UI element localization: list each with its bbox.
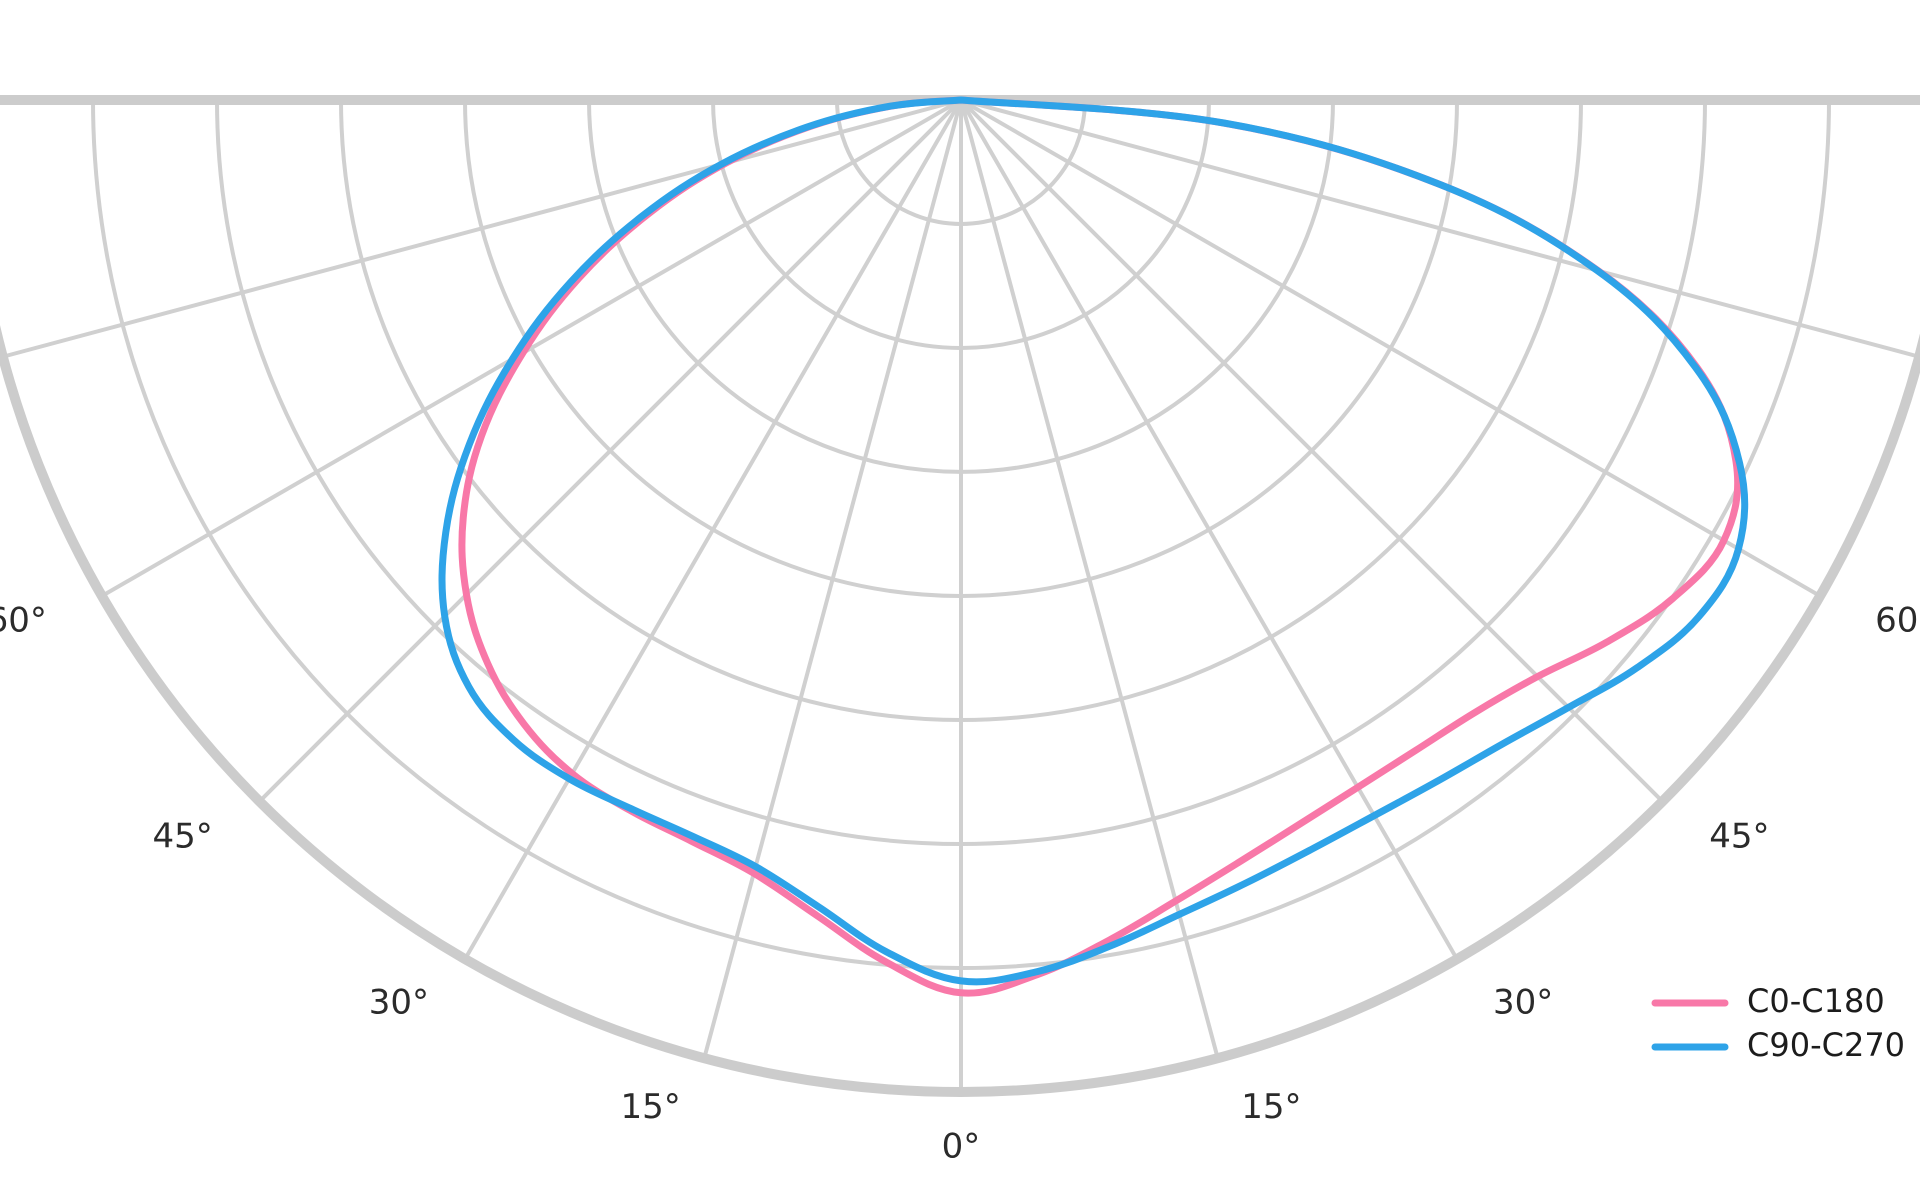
polar-spoke [959,98,1459,962]
legend: C0-C180 C90-C270 [1651,982,1905,1064]
axis-tick-left-30: 30° [369,983,429,1023]
legend-label-c90-c270: C90-C270 [1747,1026,1905,1064]
tick-label-layer: 90°75°60°45°30°15°90°75°60°45°30°15°0° [0,601,1920,1167]
polar-spoke [702,98,963,1061]
axis-tick-center-0: 0° [942,1127,981,1167]
polar-spoke [257,98,963,804]
axis-tick-right-15: 15° [1241,1087,1301,1127]
axis-tick-left-45: 45° [153,817,213,857]
series-curve-c90-c270 [438,96,1749,986]
polar-spoke [959,98,1823,598]
polar-spoke [959,98,1665,804]
polar-spoke [0,98,963,359]
axis-tick-right-30: 30° [1493,983,1553,1023]
series-layer [438,96,1749,997]
legend-label-c0-c180: C0-C180 [1747,982,1885,1020]
grid-layer [0,98,1920,1094]
axis-tick-left-15: 15° [621,1087,681,1127]
polar-spoke [463,98,963,962]
axis-tick-left-60: 60° [0,601,47,641]
polar-outer-boundary [0,324,1920,1097]
axis-tick-right-45: 45° [1709,817,1769,857]
axis-tick-right-60: 60° [1875,601,1920,641]
polar-spoke [959,98,1920,359]
polar-spoke [99,98,963,598]
